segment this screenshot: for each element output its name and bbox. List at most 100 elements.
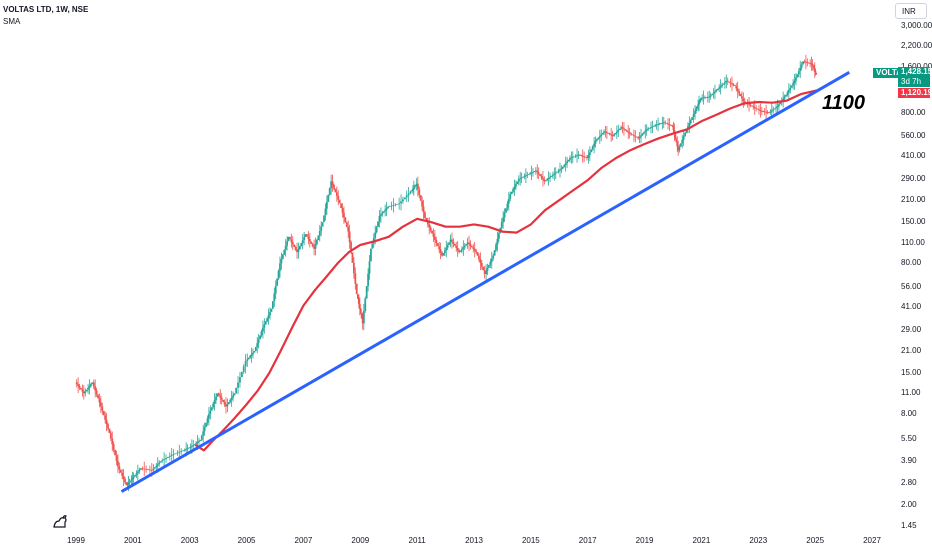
candle-body — [735, 86, 738, 89]
candle-body — [294, 247, 297, 250]
candle-body — [813, 69, 816, 72]
candle-body — [260, 331, 263, 336]
candle-body — [796, 74, 799, 78]
candle-body — [763, 111, 766, 113]
candle-body — [593, 143, 596, 147]
candle-body — [159, 461, 162, 463]
candle-body — [350, 241, 352, 253]
candle-body — [438, 246, 441, 250]
candle-body — [418, 189, 421, 196]
candle-body — [495, 244, 497, 251]
candle-body — [130, 479, 133, 481]
candle-body — [411, 190, 413, 192]
candle-body — [407, 193, 410, 196]
candle-body — [400, 201, 402, 204]
candle-body — [524, 175, 527, 177]
y-tick-label: 11.00 — [901, 388, 921, 398]
candle-body — [714, 91, 716, 93]
candle-body — [785, 94, 787, 97]
candle-body — [77, 384, 80, 387]
candle-body — [468, 242, 470, 245]
candle-body — [787, 90, 790, 93]
candle-body — [143, 468, 146, 470]
x-tick-label: 2017 — [578, 536, 597, 545]
candle-body — [544, 180, 547, 182]
candle-body — [199, 439, 202, 441]
candle-body — [317, 235, 320, 240]
tradingview-logo-icon[interactable] — [52, 512, 70, 535]
candle-body — [675, 138, 678, 143]
candle-body — [409, 191, 412, 194]
y-tick-label: 800.00 — [901, 107, 926, 117]
y-tick-label: 80.00 — [901, 258, 922, 268]
candle-body — [534, 170, 537, 172]
candle-body — [814, 71, 817, 73]
candle-body — [180, 451, 183, 452]
x-tick-label: 2001 — [123, 536, 142, 545]
candle-body — [496, 238, 499, 245]
candle-body — [604, 131, 607, 133]
candle-body — [539, 174, 541, 176]
candle-body — [685, 129, 688, 133]
sma-series — [194, 89, 817, 452]
y-tick-label: 290.00 — [901, 174, 926, 183]
y-tick-label: 210.00 — [901, 195, 926, 205]
currency-button[interactable]: INR — [895, 3, 927, 19]
candle-body — [114, 449, 116, 456]
candle-body — [277, 270, 280, 279]
candle-body — [502, 217, 505, 223]
candle-body — [81, 389, 84, 392]
candle-body — [466, 242, 469, 245]
candle-body — [384, 209, 387, 212]
candle-body — [134, 475, 136, 477]
candle-body — [371, 243, 374, 249]
candle-body — [731, 83, 733, 85]
candle-body — [82, 391, 85, 394]
x-tick-label: 2011 — [408, 536, 426, 545]
candle-body — [691, 117, 694, 121]
candle-body — [434, 236, 436, 240]
price-annotation: 1100 — [822, 92, 866, 114]
candle-body — [635, 136, 638, 138]
candle-body — [411, 188, 414, 191]
candle-body — [90, 384, 92, 387]
candle-body — [127, 482, 130, 485]
y-tick-label: 8.00 — [901, 409, 917, 419]
candle-body — [704, 97, 706, 99]
chart-title: VOLTAS LTD, 1W, NSE — [3, 5, 89, 14]
candle-body — [119, 469, 122, 473]
candle-body — [570, 157, 573, 159]
candle-body — [156, 464, 159, 466]
y-tick-label: 2.80 — [901, 477, 917, 487]
candle-body — [344, 217, 347, 223]
candle-body — [327, 194, 330, 202]
x-tick-label: 2009 — [351, 536, 370, 545]
candle-body — [239, 377, 241, 383]
trendline[interactable] — [120, 71, 851, 493]
candle-body — [448, 242, 451, 245]
candle-body — [792, 83, 795, 86]
candle-body — [267, 315, 270, 319]
candle-body — [576, 155, 578, 157]
candle-body — [215, 396, 217, 401]
candle-body — [497, 233, 500, 239]
candle-body — [750, 105, 753, 107]
candle-body — [219, 395, 222, 398]
candle-body — [229, 399, 232, 403]
candle-body — [264, 321, 267, 325]
candle-body — [741, 96, 743, 99]
candle-body — [227, 402, 230, 405]
candle-body — [131, 478, 134, 480]
chart-legend: VOLTAS LTD, 1W, NSE SMA — [3, 4, 88, 28]
candle-body — [244, 361, 247, 367]
candle-body — [104, 415, 107, 420]
candle-body — [689, 120, 692, 124]
candle-body — [810, 63, 813, 65]
candle-body — [590, 149, 593, 153]
candle-body — [202, 431, 205, 436]
candle-body — [108, 428, 111, 433]
candle-body — [722, 83, 725, 85]
candle-body — [547, 177, 550, 180]
candle-body — [212, 403, 215, 408]
